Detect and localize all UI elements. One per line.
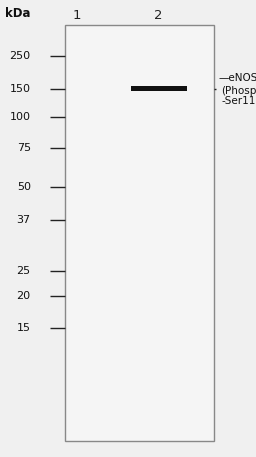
Text: 37: 37 — [17, 215, 31, 225]
Text: 2: 2 — [154, 10, 163, 22]
Polygon shape — [65, 25, 214, 441]
Text: kDa: kDa — [5, 7, 31, 20]
Text: 1: 1 — [72, 10, 81, 22]
Text: 150: 150 — [10, 84, 31, 94]
Text: —eNOS: —eNOS — [219, 73, 256, 83]
Text: -Ser1176): -Ser1176) — [221, 95, 256, 105]
Text: 15: 15 — [17, 323, 31, 333]
Bar — [131, 86, 187, 91]
Text: 250: 250 — [9, 51, 31, 61]
Text: (Phospho: (Phospho — [221, 86, 256, 96]
Text: 75: 75 — [17, 143, 31, 153]
Text: 50: 50 — [17, 182, 31, 192]
Text: 20: 20 — [17, 291, 31, 301]
Text: 25: 25 — [17, 266, 31, 276]
Text: 100: 100 — [10, 112, 31, 122]
